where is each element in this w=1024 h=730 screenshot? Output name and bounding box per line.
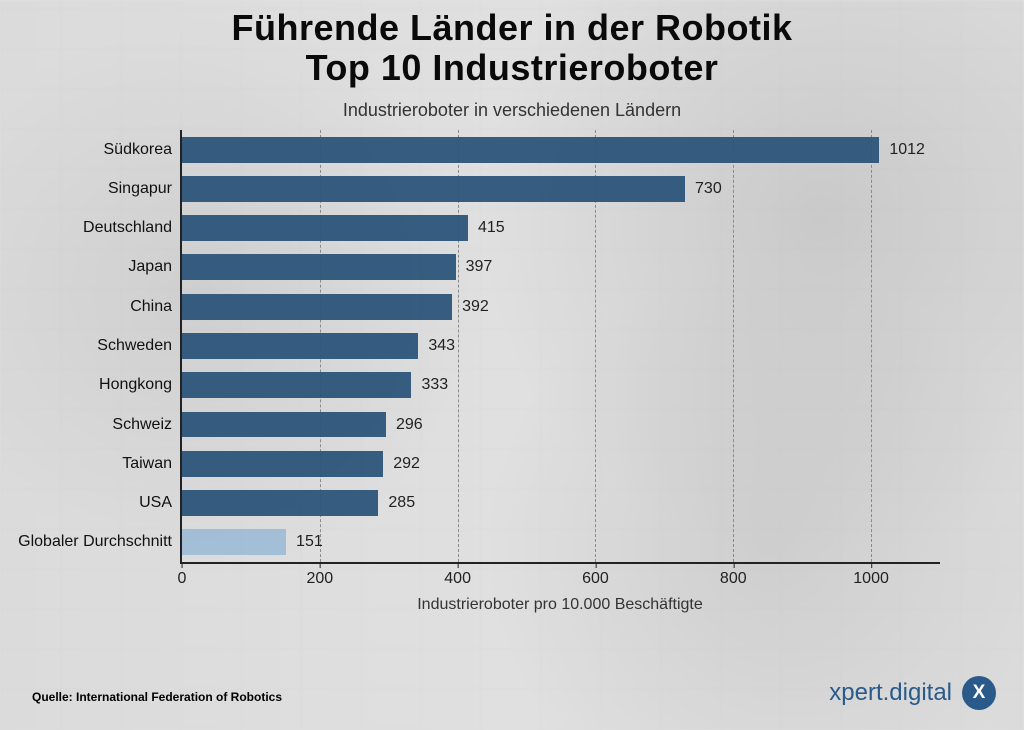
brand: xpert.digital X — [829, 676, 996, 710]
bar-row: 392 — [182, 294, 940, 320]
x-tick: 1000 — [853, 562, 889, 588]
x-tick: 600 — [582, 562, 609, 588]
x-tick: 400 — [444, 562, 471, 588]
value-label: 415 — [478, 219, 505, 237]
category-label: China — [130, 298, 182, 316]
value-label: 397 — [466, 258, 493, 276]
bar — [182, 490, 378, 516]
bar-row: 397 — [182, 254, 940, 280]
bar-row: 1012 — [182, 137, 940, 163]
category-label: Südkorea — [104, 141, 183, 159]
x-tick: 800 — [720, 562, 747, 588]
category-label: Deutschland — [83, 219, 182, 237]
plot-area: 02004006008001000Südkorea1012Singapur730… — [180, 130, 940, 564]
value-label: 285 — [388, 494, 415, 512]
bar-row: 292 — [182, 451, 940, 477]
bar — [182, 412, 386, 438]
bar — [182, 451, 383, 477]
value-label: 1012 — [889, 141, 925, 159]
value-label: 333 — [421, 376, 448, 394]
value-label: 730 — [695, 180, 722, 198]
chart-subtitle: Industrieroboter in verschiedenen Länder… — [0, 100, 1024, 121]
source-attribution: Quelle: International Federation of Robo… — [32, 690, 282, 704]
x-tick: 0 — [178, 562, 187, 588]
bar — [182, 254, 456, 280]
category-label: Singapur — [108, 180, 182, 198]
brand-text: xpert.digital — [829, 679, 952, 707]
bar-row: 415 — [182, 215, 940, 241]
bar — [182, 215, 468, 241]
bar — [182, 529, 286, 555]
bar — [182, 137, 879, 163]
title-line-2: Top 10 Industrieroboter — [306, 47, 719, 88]
bar-row: 730 — [182, 176, 940, 202]
bar — [182, 176, 685, 202]
x-axis-label: Industrieroboter pro 10.000 Beschäftigte — [180, 596, 940, 614]
value-label: 292 — [393, 455, 420, 473]
content: Führende Länder in der Robotik Top 10 In… — [0, 0, 1024, 730]
bar — [182, 294, 452, 320]
category-label: Schweden — [97, 337, 182, 355]
category-label: Taiwan — [122, 455, 182, 473]
value-label: 343 — [428, 337, 455, 355]
category-label: Hongkong — [99, 376, 182, 394]
bar-chart: 02004006008001000Südkorea1012Singapur730… — [180, 130, 940, 620]
category-label: Japan — [128, 258, 182, 276]
bar-row: 343 — [182, 333, 940, 359]
value-label: 296 — [396, 416, 423, 434]
bar-row: 296 — [182, 412, 940, 438]
brand-badge-letter: X — [973, 682, 986, 704]
bar-row: 333 — [182, 372, 940, 398]
value-label: 151 — [296, 533, 323, 551]
page-title: Führende Länder in der Robotik Top 10 In… — [0, 8, 1024, 89]
x-tick: 200 — [306, 562, 333, 588]
bar — [182, 372, 411, 398]
bar-row: 285 — [182, 490, 940, 516]
category-label: USA — [139, 494, 182, 512]
title-line-1: Führende Länder in der Robotik — [231, 7, 792, 48]
value-label: 392 — [462, 298, 489, 316]
category-label: Schweiz — [112, 416, 182, 434]
brand-badge: X — [962, 676, 996, 710]
category-label: Globaler Durchschnitt — [18, 533, 182, 551]
bar-row: 151 — [182, 529, 940, 555]
bar — [182, 333, 418, 359]
